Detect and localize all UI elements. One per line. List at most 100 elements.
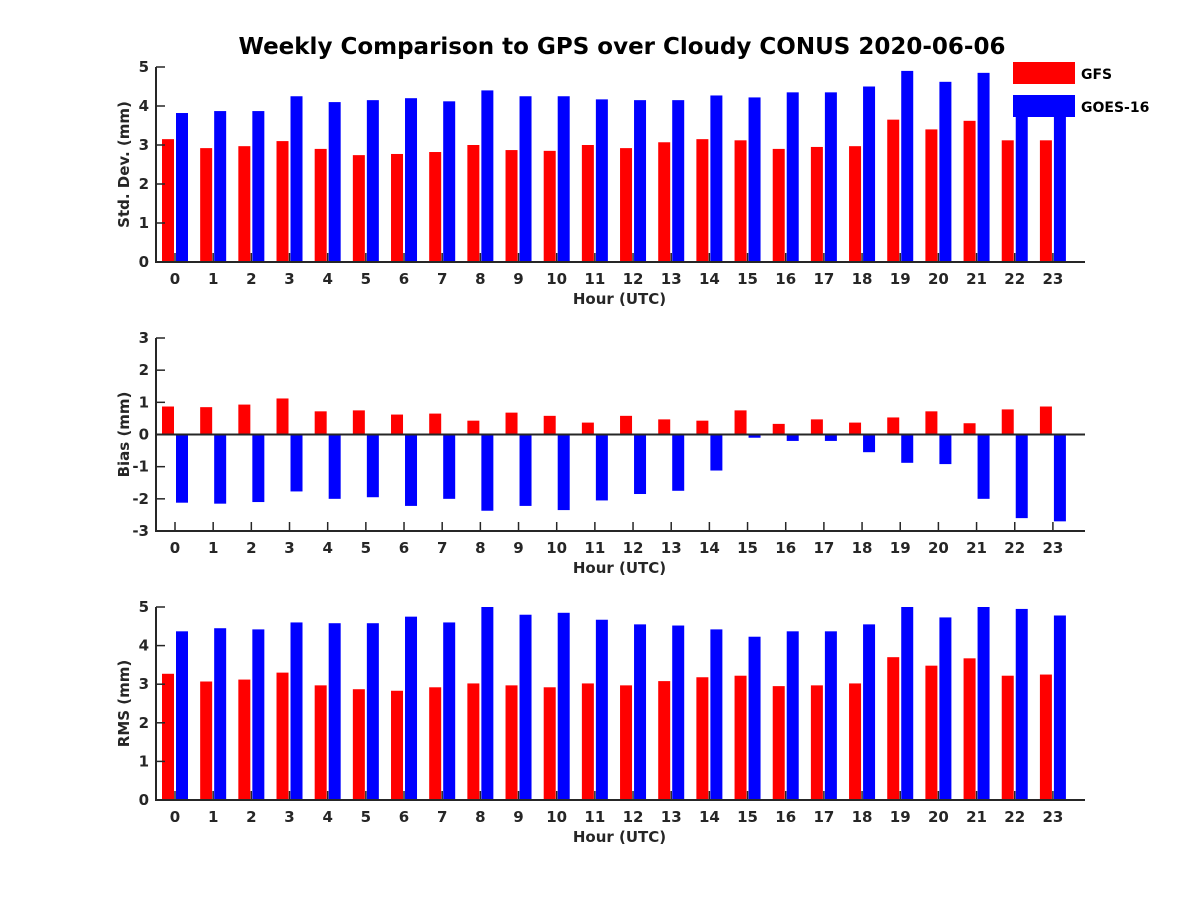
bias-bar-gfs-17 xyxy=(810,419,823,435)
bias-bar-goes16-7 xyxy=(443,434,456,499)
rms-y-tick-label: 3 xyxy=(139,675,149,693)
bias-bar-goes16-2 xyxy=(252,434,265,503)
rms-x-tick-label: 6 xyxy=(399,808,409,826)
bias-bar-goes16-14 xyxy=(710,434,723,471)
bias-bar-gfs-1 xyxy=(200,407,213,435)
std-dev-x-tick-label: 22 xyxy=(1004,270,1025,288)
rms-bar-goes16-21 xyxy=(977,607,990,800)
std-dev-bar-gfs-11 xyxy=(581,145,594,262)
rms-bar-goes16-14 xyxy=(710,629,723,800)
rms-x-tick-label: 0 xyxy=(170,808,180,826)
legend-swatch-gfs xyxy=(1013,62,1075,84)
rms-bar-gfs-4 xyxy=(314,685,327,800)
bias-bar-gfs-20 xyxy=(925,411,938,435)
bias-bar-goes16-20 xyxy=(939,434,952,465)
std-dev-x-tick-label: 0 xyxy=(170,270,180,288)
chart-title: Weekly Comparison to GPS over Cloudy CON… xyxy=(239,34,1006,60)
rms-x-tick-label: 17 xyxy=(813,808,834,826)
bias-bar-gfs-19 xyxy=(887,417,900,435)
std-dev-x-tick-label: 23 xyxy=(1042,270,1063,288)
rms-bar-gfs-23 xyxy=(1039,674,1052,800)
rms-bar-gfs-5 xyxy=(352,689,365,800)
rms-bar-gfs-8 xyxy=(467,683,480,800)
rms-x-tick-label: 10 xyxy=(546,808,567,826)
bias-bar-gfs-7 xyxy=(429,413,442,435)
bias-x-tick-label: 17 xyxy=(813,539,834,557)
rms-bar-goes16-1 xyxy=(214,628,227,800)
bias-bar-goes16-21 xyxy=(977,434,990,499)
rms-bar-gfs-11 xyxy=(581,683,594,800)
std-dev-bar-gfs-5 xyxy=(352,155,365,262)
rms-y-tick-label: 4 xyxy=(139,637,149,655)
std-dev-bar-gfs-21 xyxy=(963,120,976,262)
rms-x-tick-label: 21 xyxy=(966,808,987,826)
std-dev-bar-goes16-14 xyxy=(710,95,723,262)
rms-x-tick-label: 20 xyxy=(928,808,949,826)
std-dev-bar-goes16-23 xyxy=(1053,111,1066,262)
std-dev-bar-goes16-20 xyxy=(939,81,952,262)
std-dev-bar-goes16-11 xyxy=(595,99,608,263)
rms-bar-gfs-0 xyxy=(162,673,174,800)
std-dev-x-tick-label: 5 xyxy=(361,270,371,288)
bias-bar-goes16-10 xyxy=(557,434,570,511)
std-dev-x-tick-label: 3 xyxy=(284,270,294,288)
std-dev-bar-gfs-1 xyxy=(200,148,213,262)
rms-x-tick-label: 13 xyxy=(661,808,682,826)
legend-swatch-goes16 xyxy=(1013,95,1075,117)
rms-bar-goes16-9 xyxy=(519,614,532,800)
rms-x-tick-label: 14 xyxy=(699,808,720,826)
std-dev-bar-gfs-14 xyxy=(696,139,709,262)
rms-bar-gfs-13 xyxy=(658,681,671,800)
rms-bar-gfs-9 xyxy=(505,685,518,800)
bias-y-tick-label: 3 xyxy=(139,329,149,347)
bias-y-tick-label: -3 xyxy=(132,522,149,540)
std-dev-bar-gfs-15 xyxy=(734,140,747,262)
rms-bar-gfs-3 xyxy=(276,672,289,800)
bias-bar-goes16-15 xyxy=(748,434,761,438)
rms-bar-goes16-13 xyxy=(672,625,685,800)
bias-bar-gfs-9 xyxy=(505,412,518,435)
bias-x-tick-label: 22 xyxy=(1004,539,1025,557)
rms-x-tick-label: 1 xyxy=(208,808,218,826)
std-dev-bar-gfs-2 xyxy=(238,146,251,262)
std-dev-y-tick-label: 4 xyxy=(139,97,149,115)
std-dev-bar-goes16-17 xyxy=(824,92,837,262)
rms-bar-goes16-5 xyxy=(366,623,379,800)
rms-bar-goes16-17 xyxy=(824,631,837,800)
std-dev-x-tick-label: 12 xyxy=(623,270,644,288)
rms-y-tick-label: 2 xyxy=(139,714,149,732)
rms-y-axis-label: RMS (mm) xyxy=(115,660,133,747)
rms-bar-gfs-14 xyxy=(696,677,709,800)
std-dev-y-tick-label: 0 xyxy=(139,253,149,271)
rms-bar-goes16-16 xyxy=(786,631,799,800)
std-dev-bar-gfs-13 xyxy=(658,142,671,262)
std-dev-x-tick-label: 7 xyxy=(437,270,447,288)
bias-bar-goes16-18 xyxy=(863,434,876,453)
bias-bar-goes16-12 xyxy=(634,434,647,495)
std-dev-bar-gfs-23 xyxy=(1039,140,1052,262)
bias-bar-gfs-3 xyxy=(276,398,289,435)
std-dev-bar-gfs-4 xyxy=(314,148,327,262)
rms-bar-gfs-12 xyxy=(620,685,633,800)
std-dev-bar-goes16-0 xyxy=(176,113,188,263)
std-dev-bar-gfs-17 xyxy=(810,146,823,262)
std-dev-bar-gfs-22 xyxy=(1001,140,1014,262)
bias-bar-gfs-23 xyxy=(1039,406,1052,435)
std-dev-bar-gfs-19 xyxy=(887,119,900,263)
std-dev-x-tick-label: 13 xyxy=(661,270,682,288)
rms-x-tick-label: 2 xyxy=(246,808,256,826)
rms-bar-gfs-7 xyxy=(429,687,442,800)
bias-x-tick-label: 15 xyxy=(737,539,758,557)
std-dev-bar-goes16-3 xyxy=(290,96,303,262)
rms-bar-gfs-10 xyxy=(543,687,556,800)
rms-x-tick-label: 18 xyxy=(852,808,873,826)
std-dev-x-tick-label: 10 xyxy=(546,270,567,288)
rms-x-tick-label: 4 xyxy=(322,808,332,826)
bias-y-tick-label: 1 xyxy=(139,393,149,411)
bias-bar-gfs-11 xyxy=(581,422,594,435)
rms-bar-goes16-20 xyxy=(939,617,952,800)
rms-x-tick-label: 5 xyxy=(361,808,371,826)
rms-bar-goes16-8 xyxy=(481,607,494,800)
